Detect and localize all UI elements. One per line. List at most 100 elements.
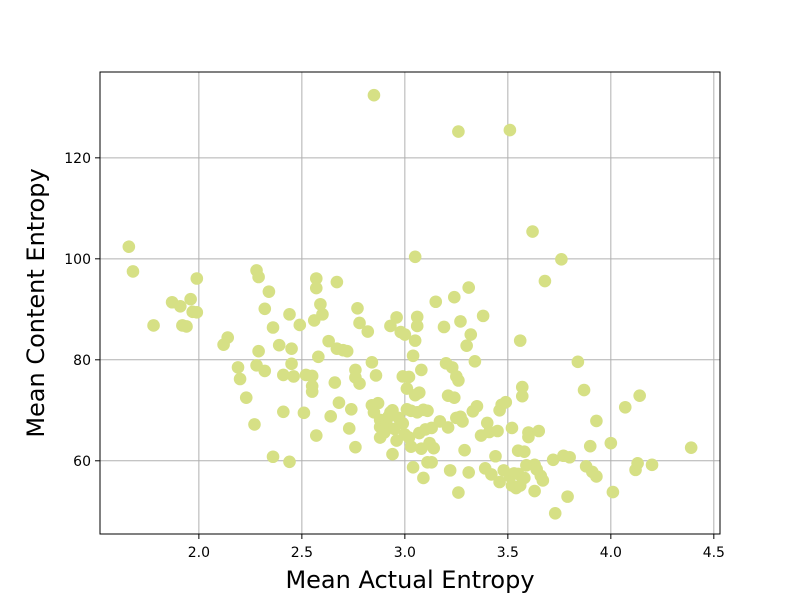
data-point (485, 468, 498, 481)
data-point (122, 240, 136, 254)
data-point (344, 402, 358, 416)
data-point (305, 385, 319, 398)
x-tick-label: 3.5 (497, 545, 519, 561)
data-point (577, 383, 591, 397)
data-point (412, 386, 426, 399)
data-point (324, 410, 337, 423)
data-point (174, 299, 187, 313)
data-point (633, 389, 646, 402)
data-point (353, 377, 366, 390)
data-point (503, 123, 517, 137)
data-point (328, 376, 342, 389)
y-axis-label: Mean Content Entropy (22, 168, 50, 437)
data-point (404, 440, 418, 453)
data-point (447, 391, 461, 404)
data-point (548, 506, 562, 520)
data-point (408, 334, 422, 347)
data-point (462, 466, 476, 479)
data-point (555, 253, 568, 266)
data-point (285, 342, 298, 355)
data-points (122, 88, 698, 520)
data-point (184, 292, 197, 306)
data-point (518, 471, 531, 485)
data-point (309, 429, 323, 442)
y-tick-label: 80 (73, 353, 91, 369)
data-point (371, 396, 385, 410)
x-axis-label: Mean Actual Entropy (285, 566, 534, 594)
data-point (353, 316, 366, 330)
data-point (583, 439, 597, 453)
data-point (287, 370, 300, 383)
data-point (377, 426, 391, 439)
data-point (464, 328, 478, 341)
data-point (684, 441, 698, 454)
data-point (408, 250, 422, 264)
data-point (221, 331, 235, 344)
data-point (285, 357, 298, 371)
data-point (618, 400, 632, 414)
data-point (351, 302, 364, 315)
data-point (283, 455, 296, 469)
data-point (526, 225, 539, 238)
data-point (515, 380, 529, 394)
data-point (314, 297, 327, 311)
data-point (386, 447, 399, 461)
data-point (309, 272, 323, 285)
data-point (522, 430, 535, 444)
data-point (456, 415, 469, 428)
data-point (515, 389, 529, 403)
data-point (505, 421, 519, 435)
data-point (233, 372, 247, 386)
data-point (266, 450, 280, 464)
y-axis-ticks: 60 80 100 120 (64, 151, 100, 470)
data-point (590, 414, 603, 428)
data-point (458, 443, 471, 457)
data-point (349, 440, 362, 454)
data-point (258, 302, 272, 316)
data-point (532, 424, 546, 438)
data-point (410, 310, 424, 324)
data-point (147, 319, 160, 332)
data-point (258, 364, 272, 378)
data-point (645, 458, 659, 472)
data-point (406, 349, 420, 363)
y-tick-label: 120 (64, 151, 91, 167)
data-point (293, 318, 307, 332)
data-point (452, 486, 465, 499)
data-point (309, 281, 323, 295)
data-point (452, 374, 465, 387)
data-point (252, 270, 265, 284)
data-point (252, 344, 265, 358)
data-point (491, 424, 504, 438)
x-tick-label: 4.0 (600, 545, 622, 561)
data-point (443, 464, 457, 477)
y-tick-label: 100 (64, 252, 91, 268)
data-point (571, 355, 585, 369)
data-point (468, 355, 482, 368)
data-point (460, 339, 473, 352)
data-point (340, 344, 354, 358)
data-point (417, 471, 430, 485)
data-point (297, 406, 311, 420)
data-point (470, 399, 484, 413)
data-point (563, 450, 576, 464)
data-point (489, 449, 502, 463)
data-point (396, 417, 410, 430)
data-point (231, 361, 245, 374)
data-point (421, 404, 434, 418)
data-point (425, 456, 438, 469)
data-point (272, 338, 286, 352)
data-point (365, 356, 379, 369)
data-point (277, 405, 290, 419)
data-point (454, 315, 467, 328)
data-point (499, 395, 513, 409)
data-point (262, 285, 276, 298)
data-point (429, 295, 443, 309)
x-tick-label: 2.0 (188, 545, 210, 561)
data-point (361, 325, 375, 338)
data-point (283, 308, 296, 321)
x-axis-ticks: 2.0 2.5 3.0 3.5 4.0 4.5 (188, 534, 725, 561)
data-point (631, 457, 644, 470)
data-point (332, 396, 346, 410)
data-point (604, 436, 618, 450)
